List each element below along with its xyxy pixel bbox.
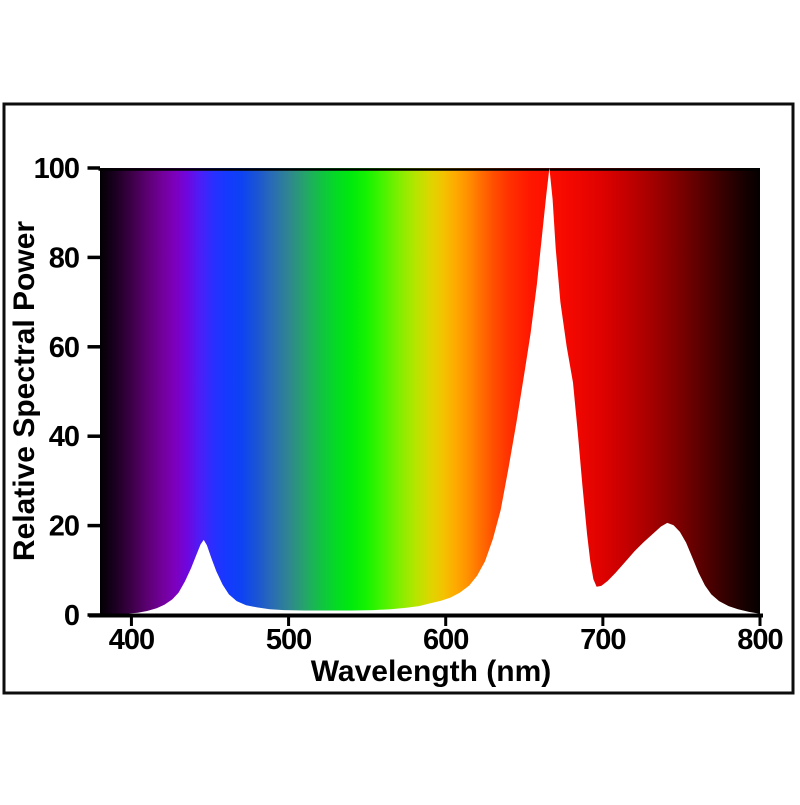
x-axis-tick-labels: 400 500 600 700 800 [109, 624, 784, 656]
y-tick-label-0: 0 [64, 600, 79, 632]
x-tick-label-800: 800 [737, 624, 782, 656]
x-tick-label-600: 600 [423, 624, 468, 656]
y-axis-ticks [87, 166, 100, 617]
y-axis-tick-labels: 0 20 40 60 80 100 [34, 153, 80, 632]
x-tick-label-700: 700 [580, 624, 625, 656]
y-tick-label-60: 60 [49, 332, 79, 364]
y-tick-label-40: 40 [49, 421, 79, 453]
y-axis-title: Relative Spectral Power [8, 221, 41, 561]
x-tick-label-400: 400 [109, 624, 154, 656]
spd-curve-white-area [100, 168, 760, 615]
y-tick-label-20: 20 [49, 511, 79, 543]
x-tick-label-500: 500 [266, 624, 311, 656]
x-axis-ticks [129, 616, 762, 626]
x-axis-title: Wavelength (nm) [311, 655, 552, 688]
y-tick-label-80: 80 [49, 242, 79, 274]
y-tick-label-100: 100 [34, 153, 79, 185]
